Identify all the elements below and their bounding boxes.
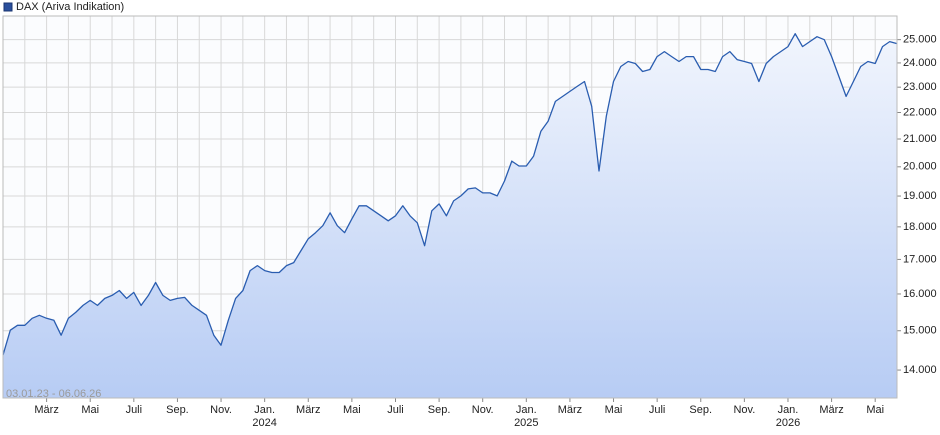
y-tick-label: 25.000	[903, 34, 937, 46]
x-tick-label: Nov.	[472, 404, 494, 416]
area-fill	[3, 33, 897, 398]
y-tick-label: 19.000	[903, 190, 937, 202]
y-tick-label: 17.000	[903, 253, 937, 265]
x-tick-label: Sep.	[428, 404, 451, 416]
x-tick-label: Jan.	[254, 404, 275, 416]
x-tick-label: Juli	[126, 404, 143, 416]
y-tick-label: 18.000	[903, 221, 937, 233]
legend-label: DAX (Ariva Indikation)	[16, 1, 124, 13]
x-tick-label: Mai	[81, 404, 99, 416]
x-tick-label: März	[558, 404, 582, 416]
y-tick-label: 23.000	[903, 81, 937, 93]
x-tick-label: Jan.	[778, 404, 799, 416]
x-tick-label: Nov.	[210, 404, 232, 416]
y-tick-label: 14.000	[903, 364, 937, 376]
x-tick-label: Sep.	[166, 404, 189, 416]
x-tick-label: März	[34, 404, 58, 416]
x-tick-label: Juli	[649, 404, 666, 416]
y-tick-label: 24.000	[903, 57, 937, 69]
x-tick-label: März	[296, 404, 320, 416]
x-tick-label: Mai	[866, 404, 884, 416]
legend-swatch	[3, 2, 13, 12]
x-year-label: 2026	[776, 417, 800, 429]
y-tick-label: 22.000	[903, 106, 937, 118]
date-range: 03.01.23 - 06.06.26	[6, 388, 101, 400]
x-tick-label: Jan.	[516, 404, 537, 416]
plot-frame	[2, 15, 898, 399]
x-tick-label: Mai	[343, 404, 361, 416]
y-tick-label: 15.000	[903, 325, 937, 337]
x-year-label: 2025	[514, 417, 538, 429]
x-tick-label: März	[819, 404, 843, 416]
y-tick-label: 20.000	[903, 161, 937, 173]
y-tick-label: 16.000	[903, 288, 937, 300]
price-line	[2, 33, 898, 356]
x-tick-label: Sep.	[689, 404, 712, 416]
x-year-label: 2024	[252, 417, 276, 429]
x-tick-label: Nov.	[733, 404, 755, 416]
x-tick-label: Juli	[387, 404, 404, 416]
x-tick-label: Mai	[605, 404, 623, 416]
y-tick-label: 21.000	[903, 133, 937, 145]
